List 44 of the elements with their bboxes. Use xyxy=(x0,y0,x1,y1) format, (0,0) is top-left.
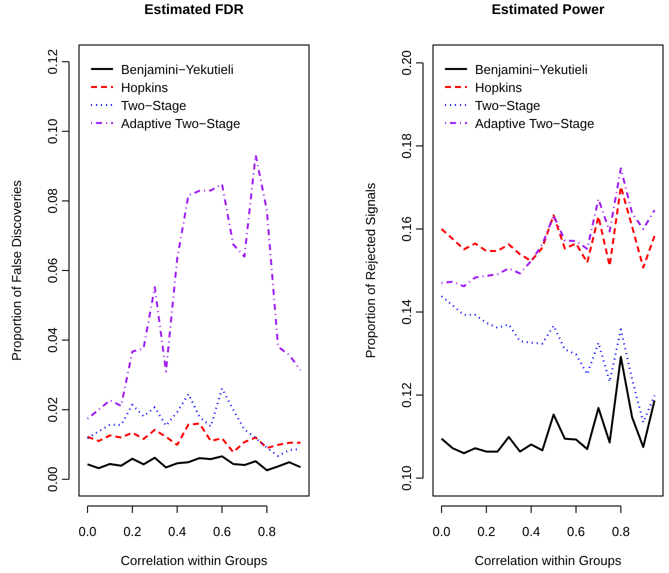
chart-title: Estimated FDR xyxy=(144,1,244,17)
line-series xyxy=(86,455,302,472)
y-tick-label: 0.14 xyxy=(399,299,414,325)
y-tick-label: 0.04 xyxy=(45,327,60,353)
x-tick-label: 0.0 xyxy=(432,524,451,539)
y-tick-label: 0.10 xyxy=(399,465,414,491)
legend-label: Adaptive Two−Stage xyxy=(121,116,240,131)
legend-label: Benjamini−Yekutieli xyxy=(475,62,588,77)
y-tick-label: 0.18 xyxy=(399,133,414,159)
x-tick-label: 0.8 xyxy=(612,524,630,539)
chart-title: Estimated Power xyxy=(492,1,605,17)
legend-label: Benjamini−Yekutieli xyxy=(121,62,234,77)
y-tick-label: 0.06 xyxy=(45,258,60,284)
x-tick-label: 0.2 xyxy=(477,524,496,539)
legend-label: Two−Stage xyxy=(475,98,540,113)
legend-label: Hopkins xyxy=(475,80,522,95)
legend-label: Two−Stage xyxy=(121,98,186,113)
x-tick-label: 0.0 xyxy=(78,524,97,539)
legend-label: Adaptive Two−Stage xyxy=(475,116,594,131)
y-tick-label: 0.12 xyxy=(399,382,414,408)
y-tick-label: 0.02 xyxy=(45,397,60,422)
legend-label: Hopkins xyxy=(121,80,168,95)
line-series xyxy=(86,422,302,454)
x-tick-label: 0.2 xyxy=(123,524,142,539)
line-series xyxy=(440,186,656,269)
x-tick-label: 0.6 xyxy=(566,524,586,539)
line-series xyxy=(440,356,656,454)
x-tick-label: 0.4 xyxy=(168,524,186,539)
y-tick-label: 0.10 xyxy=(45,118,60,144)
x-tick-label: 0.6 xyxy=(212,524,232,539)
line-series xyxy=(440,167,656,288)
y-axis-title: Proportion of Rejected Signals xyxy=(363,182,378,358)
x-tick-label: 0.8 xyxy=(258,524,276,539)
line-series xyxy=(86,154,302,420)
y-tick-label: 0.08 xyxy=(45,188,60,214)
x-axis-title: Correlation within Groups xyxy=(474,553,622,568)
y-tick-label: 0.12 xyxy=(45,49,60,74)
y-axis-title: Proportion of False Discoveries xyxy=(9,180,24,361)
y-tick-label: 0.20 xyxy=(399,50,414,76)
y-tick-label: 0.16 xyxy=(399,216,414,242)
y-tick-label: 0.00 xyxy=(45,466,60,492)
line-series xyxy=(440,295,656,424)
x-tick-label: 0.4 xyxy=(522,524,540,539)
x-axis-title: Correlation within Groups xyxy=(120,553,268,568)
